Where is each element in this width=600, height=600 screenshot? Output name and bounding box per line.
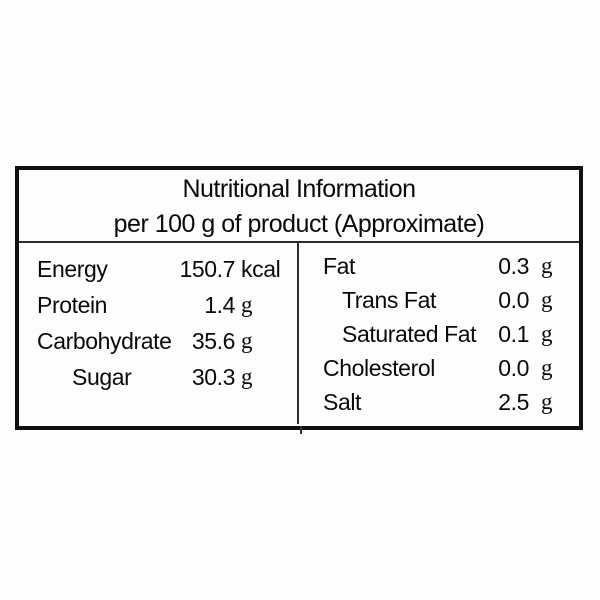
nutrient-value: 30.3 — [191, 363, 236, 390]
nutrient-label: Energy — [37, 255, 108, 282]
nutrient-value: 0.1 — [498, 320, 529, 347]
nutrient-value: 0.3 — [498, 252, 529, 279]
nutrient-unit: g — [541, 253, 553, 278]
nutrient-label: Trans Fat — [342, 286, 436, 313]
nutrient-unit: g — [241, 328, 253, 353]
nutrient-label: Salt — [323, 388, 362, 415]
column-divider-overshoot — [300, 426, 302, 434]
nutrient-label: Saturated Fat — [342, 320, 477, 347]
nutrient-value: 150.7 — [179, 255, 235, 282]
nutrient-value: 0.0 — [498, 286, 529, 313]
nutrient-row-protein: Protein 1.4 g — [37, 287, 297, 323]
table-title: Nutritional Information — [182, 175, 416, 203]
nutrient-label: Carbohydrate — [37, 327, 172, 354]
nutrient-label: Cholesterol — [323, 354, 435, 381]
nutrient-unit: kcal — [241, 255, 281, 282]
nutrient-column-left: Energy 150.7 kcal Protein 1.4 g Carbohyd… — [19, 243, 299, 424]
nutrient-row-salt: Salt 2.5 g — [323, 385, 579, 419]
nutrient-value: 1.4 — [204, 291, 235, 318]
table-subtitle: per 100 g of product (Approximate) — [113, 210, 485, 238]
nutrient-unit: g — [541, 355, 553, 380]
nutrient-row-saturated-fat: Saturated Fat 0.1 g — [323, 317, 579, 351]
nutrient-row-energy: Energy 150.7 kcal — [37, 251, 297, 287]
nutrition-table: Nutritional Information per 100 g of pro… — [15, 166, 583, 434]
nutrient-value: 35.6 — [191, 327, 236, 354]
nutrient-column-right: Fat 0.3 g Trans Fat 0.0 g Saturated Fat … — [299, 243, 579, 424]
nutrient-unit: g — [541, 321, 553, 346]
nutrient-unit: g — [541, 389, 553, 414]
nutrient-row-trans-fat: Trans Fat 0.0 g — [323, 283, 579, 317]
nutrient-row-fat: Fat 0.3 g — [323, 249, 579, 283]
table-header: Nutritional Information per 100 g of pro… — [19, 170, 579, 243]
nutrient-label: Sugar — [72, 363, 132, 390]
nutrient-value: 0.0 — [498, 354, 529, 381]
nutrient-row-sugar: Sugar 30.3 g — [37, 359, 297, 395]
nutrient-row-cholesterol: Cholesterol 0.0 g — [323, 351, 579, 385]
nutrient-value: 2.5 — [498, 388, 529, 415]
nutrient-unit: g — [541, 287, 553, 312]
nutrient-unit: g — [241, 364, 253, 389]
nutrient-unit: g — [241, 292, 253, 317]
table-body: Energy 150.7 kcal Protein 1.4 g Carbohyd… — [19, 243, 579, 424]
nutrient-label: Protein — [37, 291, 108, 318]
nutrient-label: Fat — [323, 252, 356, 279]
nutrient-row-carbohydrate: Carbohydrate 35.6 g — [37, 323, 297, 359]
